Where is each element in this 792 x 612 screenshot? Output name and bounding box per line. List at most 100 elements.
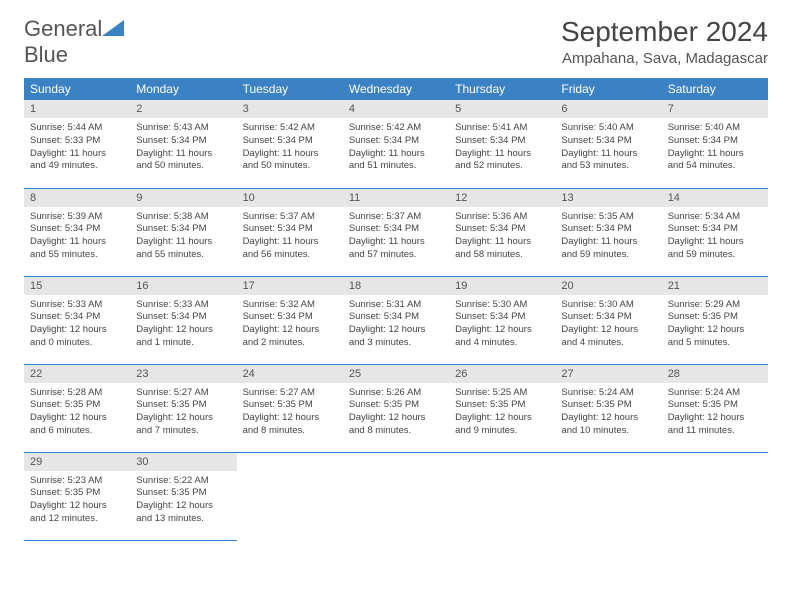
day-content: Sunrise: 5:41 AMSunset: 5:34 PMDaylight:… [449,118,555,177]
day-number: 15 [24,277,130,295]
day-content: Sunrise: 5:37 AMSunset: 5:34 PMDaylight:… [237,207,343,266]
day-number: 21 [662,277,768,295]
day-cell: 25Sunrise: 5:26 AMSunset: 5:35 PMDayligh… [343,364,449,452]
weekday-header: Tuesday [237,78,343,100]
title-block: September 2024 Ampahana, Sava, Madagasca… [561,16,768,67]
day-content: Sunrise: 5:43 AMSunset: 5:34 PMDaylight:… [130,118,236,177]
day-number: 10 [237,189,343,207]
day-content: Sunrise: 5:30 AMSunset: 5:34 PMDaylight:… [449,295,555,354]
week-row: 29Sunrise: 5:23 AMSunset: 5:35 PMDayligh… [24,452,768,540]
day-content: Sunrise: 5:26 AMSunset: 5:35 PMDaylight:… [343,383,449,442]
day-number: 30 [130,453,236,471]
day-content: Sunrise: 5:30 AMSunset: 5:34 PMDaylight:… [555,295,661,354]
day-cell: 3Sunrise: 5:42 AMSunset: 5:34 PMDaylight… [237,100,343,188]
day-content: Sunrise: 5:35 AMSunset: 5:34 PMDaylight:… [555,207,661,266]
empty-cell [662,452,768,540]
week-row: 22Sunrise: 5:28 AMSunset: 5:35 PMDayligh… [24,364,768,452]
day-content: Sunrise: 5:25 AMSunset: 5:35 PMDaylight:… [449,383,555,442]
day-number: 16 [130,277,236,295]
day-number: 7 [662,100,768,118]
empty-cell [555,452,661,540]
day-cell: 1Sunrise: 5:44 AMSunset: 5:33 PMDaylight… [24,100,130,188]
day-content: Sunrise: 5:27 AMSunset: 5:35 PMDaylight:… [130,383,236,442]
day-cell: 15Sunrise: 5:33 AMSunset: 5:34 PMDayligh… [24,276,130,364]
weekday-header: Monday [130,78,236,100]
day-content: Sunrise: 5:34 AMSunset: 5:34 PMDaylight:… [662,207,768,266]
day-cell: 5Sunrise: 5:41 AMSunset: 5:34 PMDaylight… [449,100,555,188]
month-title: September 2024 [561,16,768,48]
day-content: Sunrise: 5:42 AMSunset: 5:34 PMDaylight:… [237,118,343,177]
day-number: 6 [555,100,661,118]
day-cell: 29Sunrise: 5:23 AMSunset: 5:35 PMDayligh… [24,452,130,540]
day-number: 3 [237,100,343,118]
day-number: 22 [24,365,130,383]
logo-triangle-icon [102,20,124,36]
day-content: Sunrise: 5:24 AMSunset: 5:35 PMDaylight:… [662,383,768,442]
day-content: Sunrise: 5:42 AMSunset: 5:34 PMDaylight:… [343,118,449,177]
week-row: 1Sunrise: 5:44 AMSunset: 5:33 PMDaylight… [24,100,768,188]
weekday-header: Friday [555,78,661,100]
day-number: 28 [662,365,768,383]
day-cell: 13Sunrise: 5:35 AMSunset: 5:34 PMDayligh… [555,188,661,276]
day-content: Sunrise: 5:40 AMSunset: 5:34 PMDaylight:… [555,118,661,177]
day-cell: 10Sunrise: 5:37 AMSunset: 5:34 PMDayligh… [237,188,343,276]
week-row: 8Sunrise: 5:39 AMSunset: 5:34 PMDaylight… [24,188,768,276]
empty-cell [237,452,343,540]
day-number: 25 [343,365,449,383]
weekday-header: Saturday [662,78,768,100]
day-content: Sunrise: 5:31 AMSunset: 5:34 PMDaylight:… [343,295,449,354]
day-content: Sunrise: 5:33 AMSunset: 5:34 PMDaylight:… [130,295,236,354]
day-cell: 14Sunrise: 5:34 AMSunset: 5:34 PMDayligh… [662,188,768,276]
day-number: 20 [555,277,661,295]
day-cell: 22Sunrise: 5:28 AMSunset: 5:35 PMDayligh… [24,364,130,452]
day-content: Sunrise: 5:27 AMSunset: 5:35 PMDaylight:… [237,383,343,442]
day-content: Sunrise: 5:33 AMSunset: 5:34 PMDaylight:… [24,295,130,354]
day-cell: 20Sunrise: 5:30 AMSunset: 5:34 PMDayligh… [555,276,661,364]
weekday-header: Wednesday [343,78,449,100]
page-header: General Blue September 2024 Ampahana, Sa… [24,16,768,68]
day-cell: 7Sunrise: 5:40 AMSunset: 5:34 PMDaylight… [662,100,768,188]
day-number: 27 [555,365,661,383]
logo-text-2: Blue [24,42,68,67]
day-cell: 27Sunrise: 5:24 AMSunset: 5:35 PMDayligh… [555,364,661,452]
day-cell: 28Sunrise: 5:24 AMSunset: 5:35 PMDayligh… [662,364,768,452]
weekday-header: Thursday [449,78,555,100]
day-number: 4 [343,100,449,118]
day-number: 19 [449,277,555,295]
day-cell: 18Sunrise: 5:31 AMSunset: 5:34 PMDayligh… [343,276,449,364]
day-cell: 4Sunrise: 5:42 AMSunset: 5:34 PMDaylight… [343,100,449,188]
day-content: Sunrise: 5:22 AMSunset: 5:35 PMDaylight:… [130,471,236,530]
day-cell: 21Sunrise: 5:29 AMSunset: 5:35 PMDayligh… [662,276,768,364]
weekday-header-row: SundayMondayTuesdayWednesdayThursdayFrid… [24,78,768,100]
day-content: Sunrise: 5:23 AMSunset: 5:35 PMDaylight:… [24,471,130,530]
day-number: 29 [24,453,130,471]
day-cell: 30Sunrise: 5:22 AMSunset: 5:35 PMDayligh… [130,452,236,540]
day-cell: 19Sunrise: 5:30 AMSunset: 5:34 PMDayligh… [449,276,555,364]
day-content: Sunrise: 5:32 AMSunset: 5:34 PMDaylight:… [237,295,343,354]
day-number: 23 [130,365,236,383]
day-cell: 2Sunrise: 5:43 AMSunset: 5:34 PMDaylight… [130,100,236,188]
calendar-table: SundayMondayTuesdayWednesdayThursdayFrid… [24,78,768,541]
day-cell: 16Sunrise: 5:33 AMSunset: 5:34 PMDayligh… [130,276,236,364]
day-number: 2 [130,100,236,118]
day-content: Sunrise: 5:39 AMSunset: 5:34 PMDaylight:… [24,207,130,266]
day-content: Sunrise: 5:37 AMSunset: 5:34 PMDaylight:… [343,207,449,266]
calendar-body: 1Sunrise: 5:44 AMSunset: 5:33 PMDaylight… [24,100,768,540]
day-content: Sunrise: 5:44 AMSunset: 5:33 PMDaylight:… [24,118,130,177]
empty-cell [343,452,449,540]
weekday-header: Sunday [24,78,130,100]
day-cell: 11Sunrise: 5:37 AMSunset: 5:34 PMDayligh… [343,188,449,276]
day-number: 17 [237,277,343,295]
day-number: 5 [449,100,555,118]
day-cell: 6Sunrise: 5:40 AMSunset: 5:34 PMDaylight… [555,100,661,188]
day-number: 26 [449,365,555,383]
day-number: 24 [237,365,343,383]
day-content: Sunrise: 5:24 AMSunset: 5:35 PMDaylight:… [555,383,661,442]
day-cell: 26Sunrise: 5:25 AMSunset: 5:35 PMDayligh… [449,364,555,452]
logo: General Blue [24,16,124,68]
day-number: 13 [555,189,661,207]
day-cell: 17Sunrise: 5:32 AMSunset: 5:34 PMDayligh… [237,276,343,364]
day-content: Sunrise: 5:40 AMSunset: 5:34 PMDaylight:… [662,118,768,177]
day-number: 1 [24,100,130,118]
day-content: Sunrise: 5:36 AMSunset: 5:34 PMDaylight:… [449,207,555,266]
